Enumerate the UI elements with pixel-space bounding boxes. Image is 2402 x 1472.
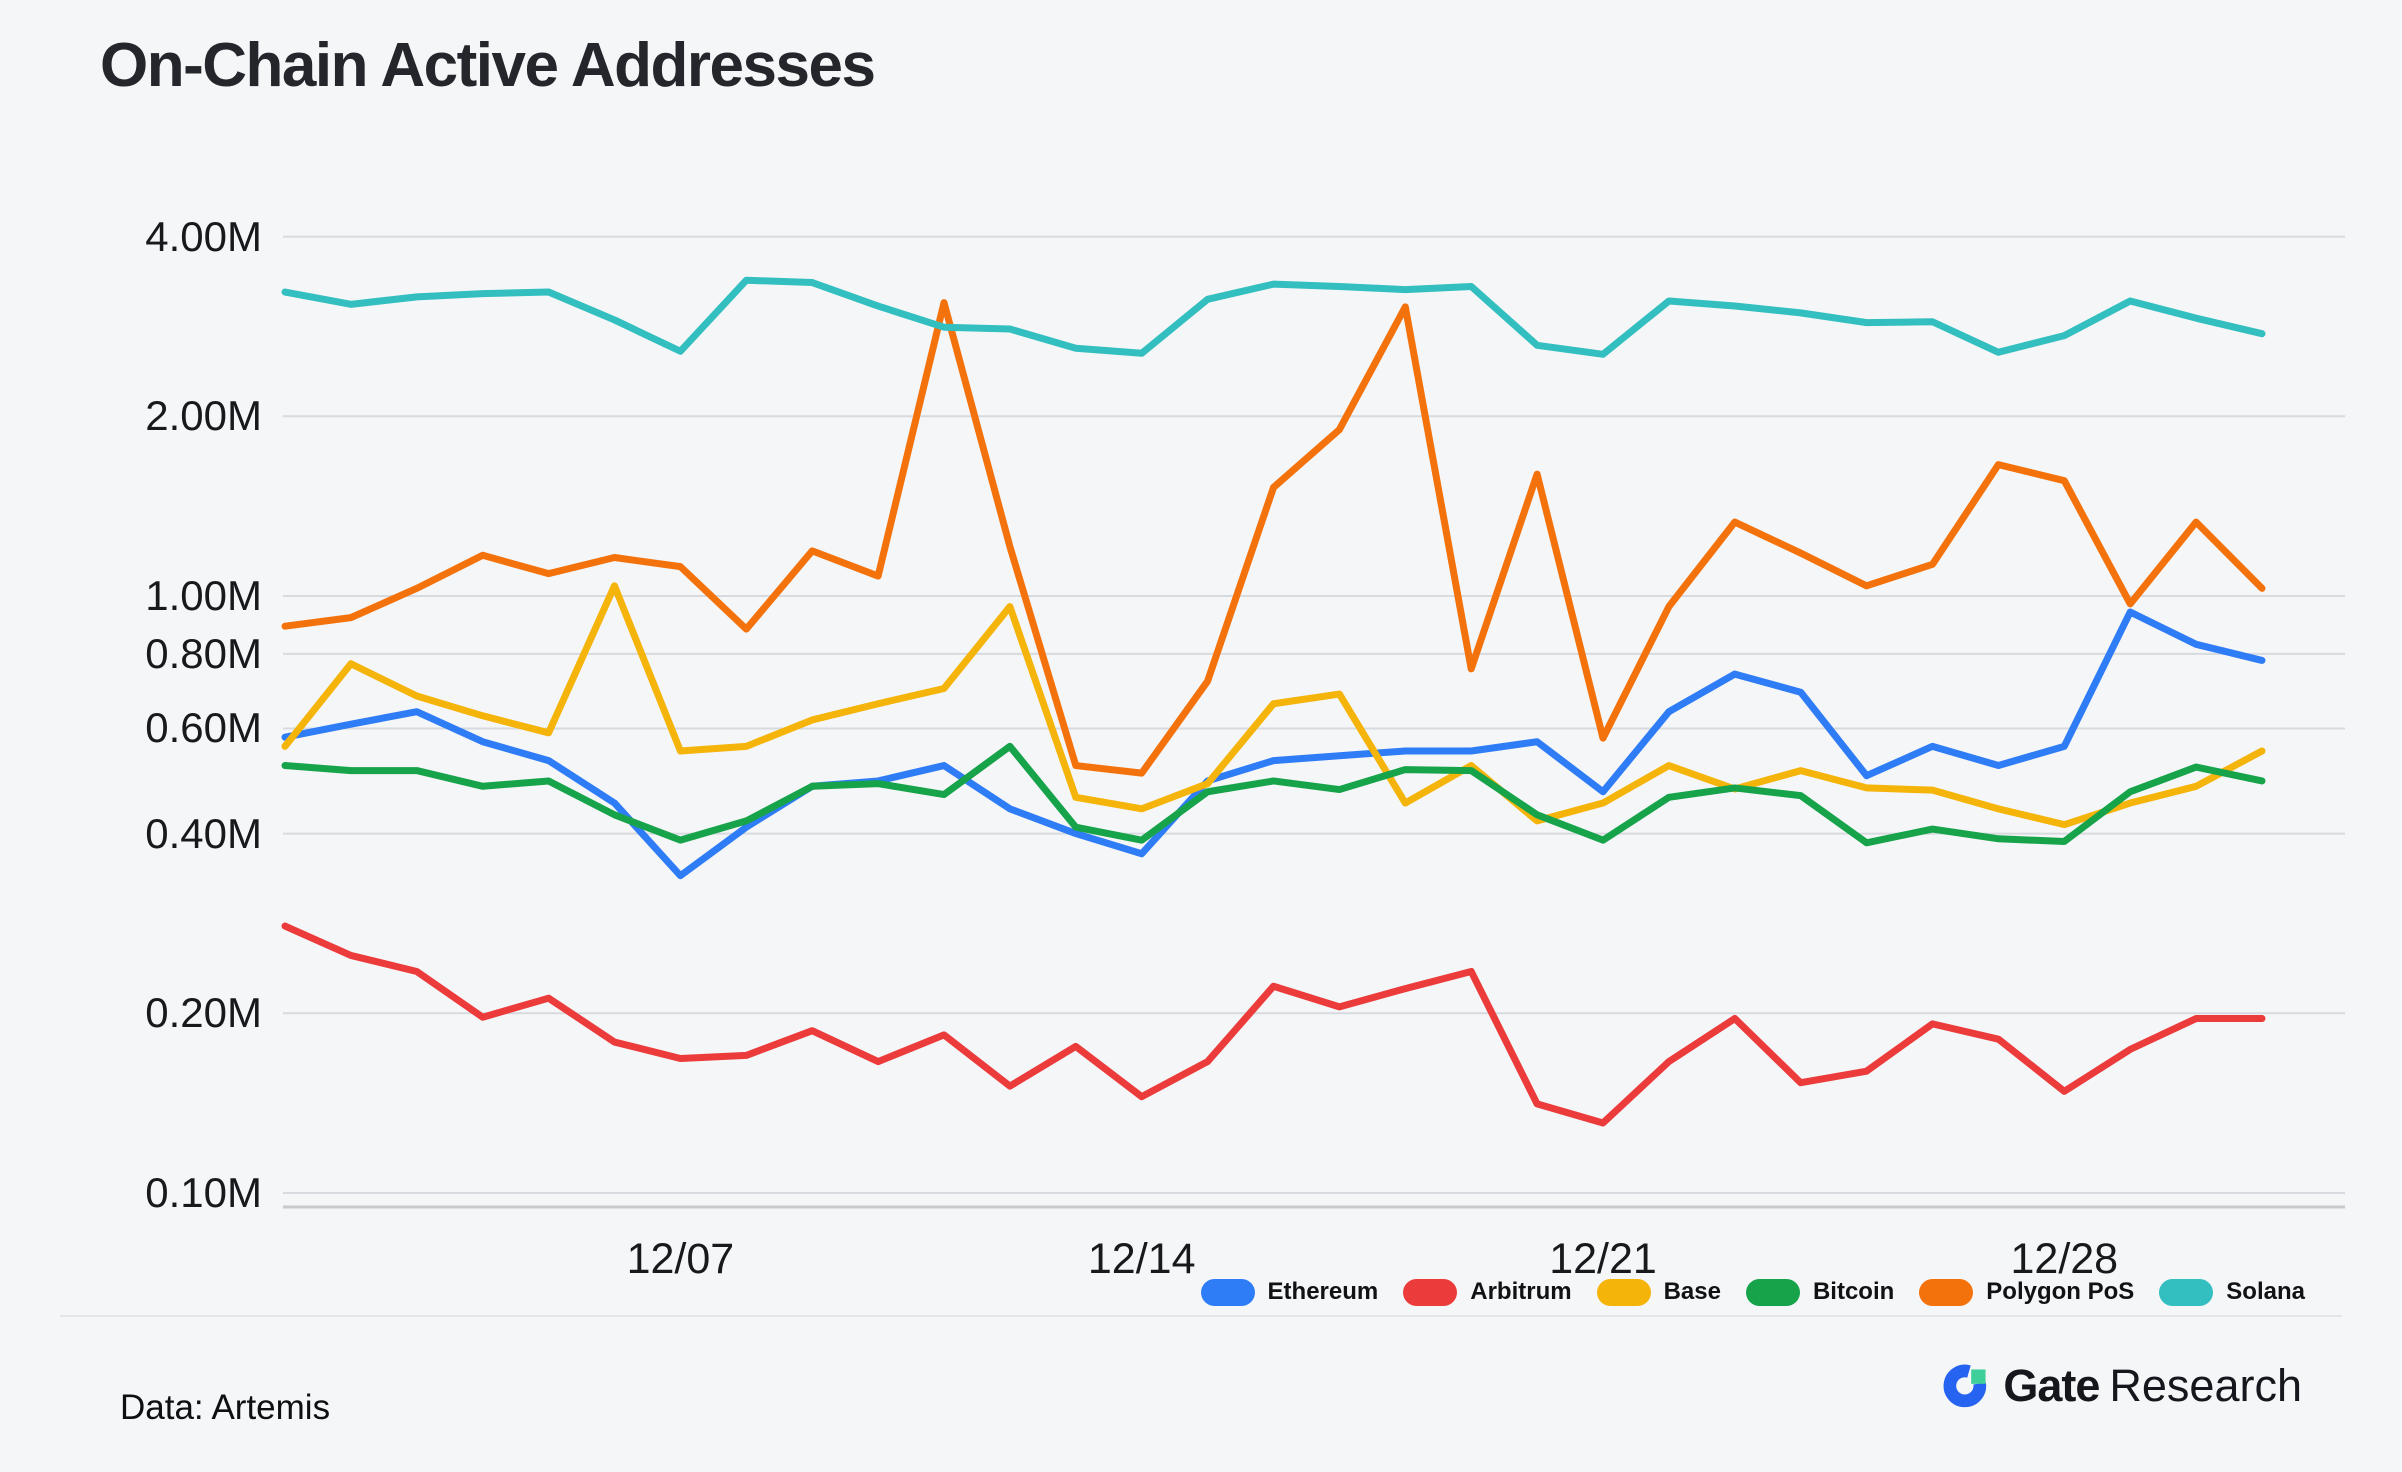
legend-swatch-polygon-pos — [1919, 1278, 1974, 1306]
series-line-arbitrum — [281, 922, 2266, 1127]
data-source-note: Data: Artemis — [120, 1388, 331, 1427]
series-line-base — [281, 582, 2266, 829]
series-line-bitcoin — [281, 742, 2266, 847]
x-axis-tick-label: 12/07 — [626, 1235, 735, 1283]
brand-regular-text: Research — [2109, 1359, 2302, 1411]
y-axis-tick-label: 0.10M — [145, 1169, 262, 1216]
legend-swatch-ethereum — [1200, 1278, 1255, 1306]
gate-research-wordmark: Gate Research — [2003, 1363, 2302, 1408]
legend-swatch-bitcoin — [1745, 1278, 1800, 1306]
x-axis-tick-label: 12/21 — [1549, 1235, 1657, 1283]
legend-item-arbitrum: Arbitrum — [1403, 1278, 1572, 1306]
legend-swatch-solana — [2159, 1278, 2214, 1306]
y-axis-tick-label: 0.80M — [145, 629, 262, 677]
brand-bold-text: Gate — [2003, 1359, 2100, 1411]
gate-logo-icon — [1943, 1364, 1987, 1408]
chart-title: On-Chain Active Addresses — [100, 31, 876, 100]
legend-label-polygon-pos: Polygon PoS — [1986, 1278, 2135, 1305]
y-axis-tick-label: 0.60M — [145, 704, 262, 752]
x-axis-tick-label: 12/28 — [2010, 1235, 2119, 1283]
y-axis-tick-label: 2.00M — [145, 392, 262, 440]
legend-swatch-arbitrum — [1403, 1278, 1458, 1306]
legend-label-solana: Solana — [2226, 1278, 2305, 1305]
chart-legend: Ethereum Arbitrum Base Bitcoin Polygon PoS So… — [1200, 1278, 2305, 1306]
legend-label-arbitrum: Arbitrum — [1470, 1278, 1572, 1305]
x-axis-tick-label: 12/14 — [1087, 1235, 1196, 1283]
y-axis-tick-label: 0.40M — [145, 809, 262, 857]
legend-label-bitcoin: Bitcoin — [1812, 1278, 1895, 1305]
series-line-ethereum — [281, 608, 2266, 880]
gate-research-logo: Gate Research — [1943, 1362, 2302, 1408]
y-axis-tick-label: 0.20M — [145, 989, 262, 1037]
series-line-polygon-pos — [281, 299, 2266, 777]
legend-item-polygon-pos: Polygon PoS — [1919, 1278, 2134, 1306]
legend-item-solana: Solana — [2159, 1278, 2305, 1306]
y-axis-tick-label: 1.00M — [145, 572, 262, 619]
legend-label-ethereum: Ethereum — [1267, 1278, 1379, 1305]
y-axis-tick-label: 4.00M — [145, 212, 262, 260]
legend-item-ethereum: Ethereum — [1200, 1278, 1379, 1306]
footer-divider — [60, 1315, 2342, 1317]
legend-swatch-base — [1596, 1278, 1651, 1306]
legend-item-base: Base — [1596, 1278, 1721, 1306]
series-line-solana — [281, 276, 2266, 358]
legend-label-base: Base — [1663, 1278, 1721, 1305]
legend-item-bitcoin: Bitcoin — [1745, 1278, 1895, 1306]
